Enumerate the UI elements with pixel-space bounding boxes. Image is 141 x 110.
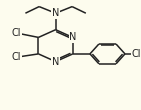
Text: N: N bbox=[52, 8, 59, 18]
Text: Cl: Cl bbox=[131, 49, 141, 59]
Text: Cl: Cl bbox=[12, 52, 21, 62]
Text: N: N bbox=[69, 32, 76, 42]
Text: N: N bbox=[52, 57, 59, 67]
Text: Cl: Cl bbox=[12, 28, 21, 38]
